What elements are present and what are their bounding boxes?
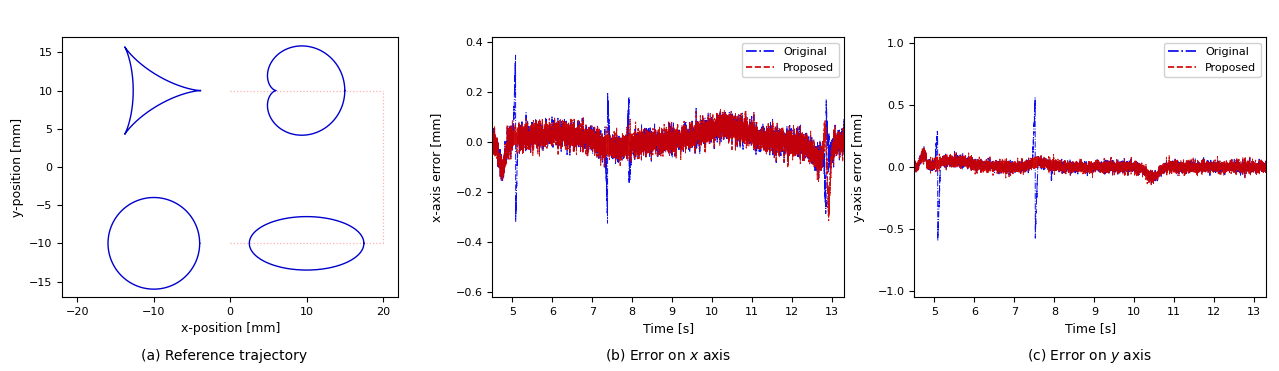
Y-axis label: y-position [mm]: y-position [mm] [10,117,23,217]
X-axis label: Time [s]: Time [s] [1065,322,1115,335]
X-axis label: x-position [mm]: x-position [mm] [180,322,280,335]
Legend: Original, Proposed: Original, Proposed [1164,43,1261,77]
Text: (b) Error on $x$ axis: (b) Error on $x$ axis [605,347,730,363]
Legend: Original, Proposed: Original, Proposed [742,43,839,77]
Text: (c) Error on $y$ axis: (c) Error on $y$ axis [1027,347,1152,365]
Text: (a) Reference trajectory: (a) Reference trajectory [141,349,307,363]
Y-axis label: y-axis error [mm]: y-axis error [mm] [852,112,865,221]
X-axis label: Time [s]: Time [s] [643,322,693,335]
Y-axis label: x-axis error [mm]: x-axis error [mm] [430,112,443,221]
